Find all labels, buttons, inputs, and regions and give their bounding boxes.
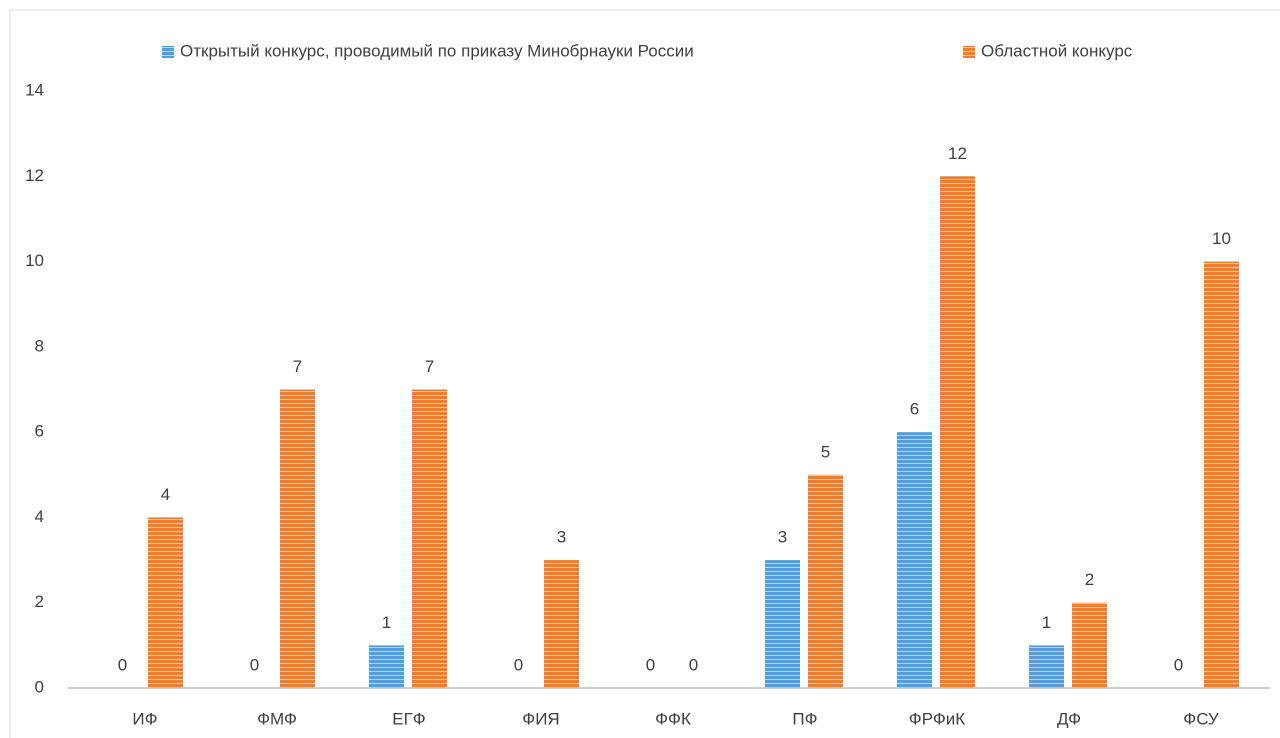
data-label: 1 — [1042, 613, 1051, 632]
data-label: 1 — [382, 613, 391, 632]
x-tick-label: ФФК — [655, 709, 691, 728]
bar — [412, 389, 447, 688]
bar — [940, 176, 975, 689]
data-label: 7 — [425, 357, 434, 376]
x-tick-label: ДФ — [1057, 709, 1081, 728]
y-tick-label: 0 — [35, 677, 44, 696]
y-tick-label: 14 — [25, 80, 44, 99]
data-label: 12 — [948, 144, 967, 163]
bar — [1029, 645, 1064, 688]
data-label: 0 — [646, 655, 655, 674]
legend-swatch — [963, 46, 975, 58]
legend-label: Открытый конкурс, проводимый по приказу … — [180, 41, 694, 60]
data-label: 4 — [161, 485, 170, 504]
bar — [765, 560, 800, 688]
data-label: 0 — [118, 655, 127, 674]
chart-frame — [9, 9, 1280, 738]
y-tick-label: 12 — [25, 166, 44, 185]
data-label: 0 — [514, 655, 523, 674]
data-label: 3 — [778, 528, 787, 547]
bar — [544, 560, 579, 688]
data-label: 0 — [1174, 655, 1183, 674]
bar — [1072, 602, 1107, 688]
data-label: 6 — [910, 400, 919, 419]
data-label: 0 — [250, 655, 259, 674]
y-tick-label: 10 — [25, 251, 44, 270]
legend-swatch — [162, 46, 174, 58]
bar — [369, 645, 404, 688]
y-tick-label: 2 — [35, 592, 44, 611]
y-tick-label: 4 — [35, 507, 44, 526]
x-tick-label: ФРФиК — [909, 709, 965, 728]
bar — [280, 389, 315, 688]
bar — [897, 432, 932, 688]
x-tick-label: ФИЯ — [522, 709, 559, 728]
y-tick-label: 6 — [35, 422, 44, 441]
legend-label: Областной конкурс — [981, 41, 1133, 60]
bar — [808, 474, 843, 688]
x-tick-label: ПФ — [792, 709, 817, 728]
data-label: 10 — [1212, 229, 1231, 248]
bar — [148, 517, 183, 688]
data-label: 0 — [689, 655, 698, 674]
data-label: 7 — [293, 357, 302, 376]
x-tick-label: ИФ — [132, 709, 157, 728]
bar — [1204, 261, 1239, 688]
data-label: 3 — [557, 528, 566, 547]
data-label: 2 — [1085, 570, 1094, 589]
x-tick-label: ФМФ — [257, 709, 297, 728]
x-tick-label: ЕГФ — [392, 709, 425, 728]
y-tick-label: 8 — [35, 336, 44, 355]
data-label: 5 — [821, 442, 830, 461]
x-tick-label: ФСУ — [1183, 709, 1219, 728]
